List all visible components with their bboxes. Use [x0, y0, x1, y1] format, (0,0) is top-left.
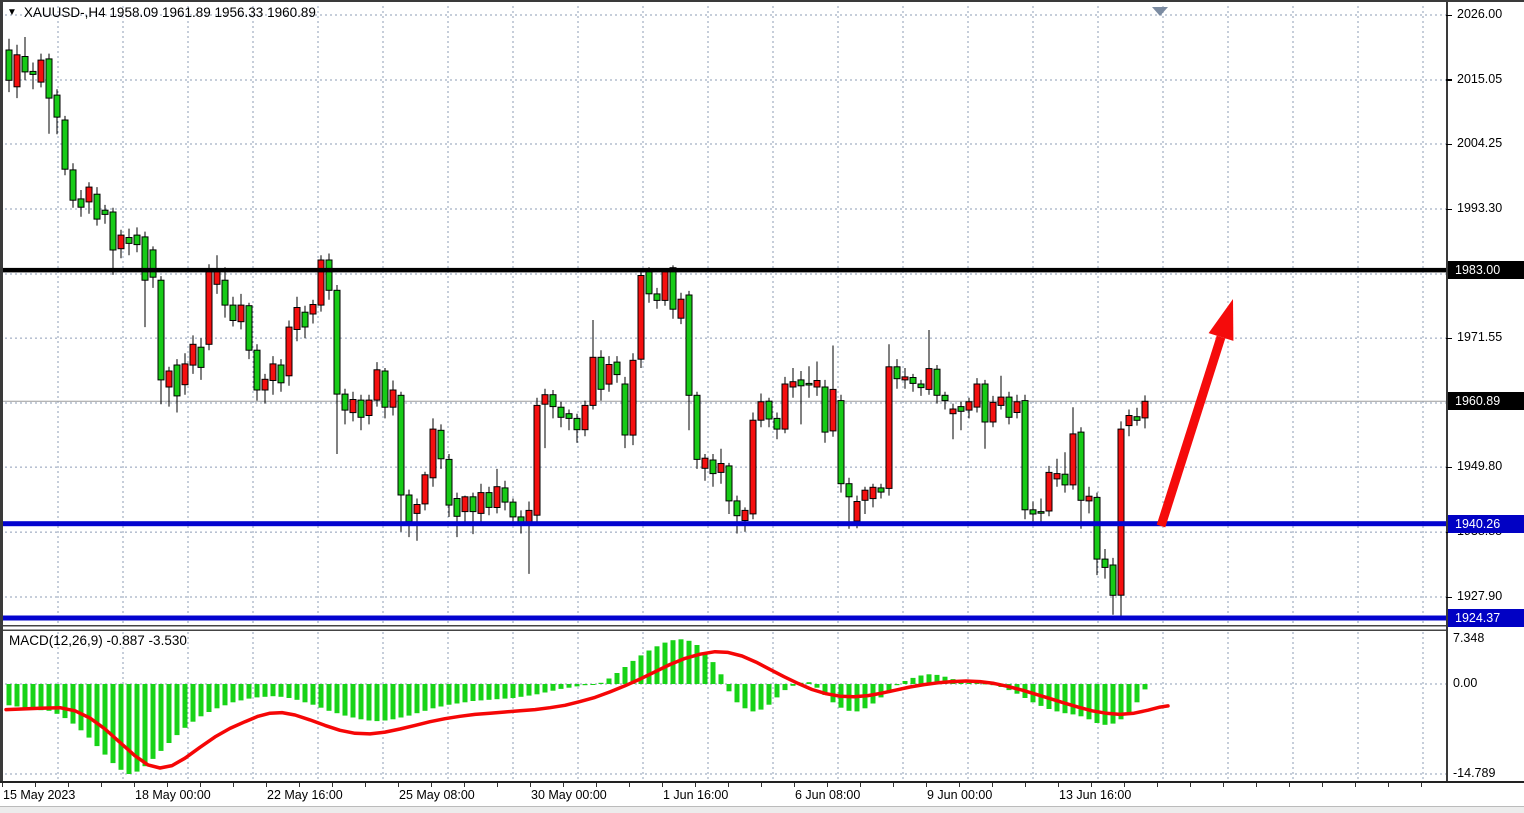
- time-tick-label: 30 May 00:00: [531, 788, 607, 802]
- time-tick-label: 9 Jun 00:00: [927, 788, 993, 802]
- window-bottom-strip: [0, 806, 1524, 813]
- price-badge-1924.37: 1924.37: [1448, 608, 1524, 627]
- time-tick-mark: [728, 783, 729, 787]
- trend-arrow[interactable]: [1156, 299, 1234, 528]
- time-tick-mark: [860, 783, 861, 787]
- time-tick-mark: [299, 783, 300, 787]
- price-axis-separator: [1446, 2, 1448, 783]
- time-tick-mark: [497, 783, 498, 787]
- pane-separator[interactable]: [0, 625, 1446, 631]
- time-tick-mark: [167, 783, 168, 787]
- time-axis-separator: [0, 781, 1524, 783]
- time-tick-mark: [1124, 783, 1125, 787]
- time-tick-mark: [1355, 783, 1356, 787]
- time-tick-mark: [1091, 783, 1092, 787]
- time-tick-mark: [233, 783, 234, 787]
- time-tick-mark: [134, 783, 135, 787]
- price-tick-mark: [1446, 596, 1452, 599]
- time-tick-mark: [1157, 783, 1158, 787]
- time-tick-mark: [101, 783, 102, 787]
- support-resistance-lines[interactable]: [0, 267, 1446, 621]
- price-tick-label: 2004.25: [1457, 136, 1503, 151]
- price-tick-mark: [1446, 79, 1452, 81]
- macd-indicator-label: MACD(12,26,9) -0.887 -3.530: [9, 633, 187, 648]
- price-tick-mark: [1446, 466, 1452, 469]
- time-tick-mark: [200, 783, 201, 787]
- time-tick-mark: [1322, 783, 1323, 787]
- time-tick-mark: [959, 783, 960, 787]
- time-tick-mark: [2, 783, 3, 787]
- window-left-border: [0, 2, 3, 783]
- price-macd-chart[interactable]: [0, 2, 1446, 782]
- time-tick-mark: [992, 783, 993, 787]
- time-tick-mark: [827, 783, 828, 787]
- candles-series: [5, 37, 1149, 618]
- price-tick-label: 1993.30: [1457, 201, 1503, 215]
- macd-tick-label: -14.789: [1453, 766, 1496, 780]
- price-tick-label: 1927.90: [1457, 589, 1503, 604]
- time-tick-mark: [662, 783, 663, 787]
- time-tick-mark: [794, 783, 795, 787]
- time-tick-mark: [68, 783, 69, 787]
- time-tick-mark: [893, 783, 894, 787]
- time-tick-label: 13 Jun 16:00: [1059, 788, 1132, 802]
- time-tick-label: 22 May 16:00: [267, 788, 343, 802]
- price-axis: 2026.00 2015.05 2004.25 1993.30 1971.55 1949.…: [1446, 2, 1524, 781]
- symbol-ohlc-title: XAUUSD-,H4 1958.09 1961.89 1956.33 1960.…: [23, 5, 316, 20]
- price-badge-1940.26: 1940.26: [1448, 514, 1524, 533]
- price-tick-label: 2015.05: [1457, 71, 1503, 86]
- time-tick-mark: [1256, 783, 1257, 787]
- time-tick-mark: [464, 783, 465, 787]
- time-tick-mark: [365, 783, 366, 787]
- symbol-dropdown-icon[interactable]: ▼: [7, 7, 17, 18]
- time-tick-mark: [695, 783, 696, 787]
- time-tick-mark: [431, 783, 432, 787]
- time-tick-label: 15 May 2023: [3, 788, 76, 802]
- time-tick-mark: [1058, 783, 1059, 787]
- price-tick-mark: [1446, 337, 1452, 340]
- time-tick-mark: [926, 783, 927, 787]
- time-tick-label: 25 May 08:00: [399, 788, 475, 802]
- time-tick-label: 6 Jun 08:00: [795, 788, 861, 802]
- last-bar-marker-icon: [1152, 7, 1168, 16]
- time-tick-mark: [596, 783, 597, 787]
- time-tick-mark: [563, 783, 564, 787]
- time-tick-mark: [266, 783, 267, 787]
- time-tick-mark: [1025, 783, 1026, 787]
- macd-signal-line: [4, 649, 1170, 770]
- chart-plot-area[interactable]: ▼ XAUUSD-,H4 1958.09 1961.89 1956.33 196…: [0, 2, 1446, 782]
- time-tick-mark: [332, 783, 333, 787]
- time-tick-mark: [1289, 783, 1290, 787]
- time-tick-mark: [35, 783, 36, 787]
- macd-tick-label: 0.00: [1453, 676, 1478, 690]
- grid-lines: [0, 6, 1446, 780]
- chart-header: ▼ XAUUSD-,H4 1958.09 1961.89 1956.33 196…: [7, 5, 316, 20]
- time-tick-mark: [1388, 783, 1389, 787]
- price-tick-label: 1971.55: [1457, 330, 1503, 345]
- time-tick-mark: [398, 783, 399, 787]
- time-tick-mark: [1421, 783, 1422, 787]
- time-tick-label: 18 May 00:00: [135, 788, 211, 802]
- time-tick-mark: [761, 783, 762, 787]
- time-tick-mark: [530, 783, 531, 787]
- price-badge-1983.00: 1983.00: [1448, 261, 1524, 280]
- price-tick-mark: [1446, 143, 1452, 146]
- time-tick-mark: [1223, 783, 1224, 787]
- price-tick-mark: [1446, 208, 1452, 210]
- macd-tick-label: 7.348: [1453, 631, 1485, 646]
- time-axis: 15 May 2023 18 May 00:00 22 May 16:00 25 Ma…: [0, 783, 1524, 806]
- price-tick-mark: [1446, 14, 1452, 16]
- time-tick-label: 1 Jun 16:00: [663, 788, 729, 802]
- time-tick-mark: [1190, 783, 1191, 787]
- price-tick-label: 2026.00: [1457, 7, 1503, 21]
- price-tick-label: 1949.80: [1457, 459, 1503, 474]
- price-badge-1960.89: 1960.89: [1448, 392, 1524, 411]
- macd-histogram: [6, 639, 1148, 774]
- time-tick-mark: [629, 783, 630, 787]
